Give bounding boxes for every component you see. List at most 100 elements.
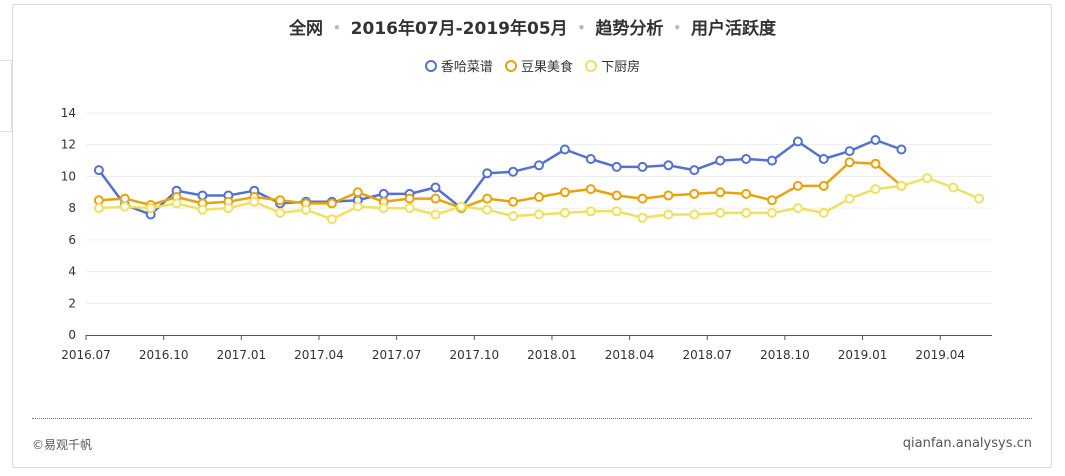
x-tick-label: 2016.07 xyxy=(61,348,111,362)
legend-item-douguomeishi[interactable]: 豆果美食 xyxy=(504,56,573,75)
data-point xyxy=(741,207,752,218)
data-point xyxy=(559,144,570,155)
y-tick-label: 10 xyxy=(61,169,76,183)
data-point xyxy=(378,203,389,214)
title-analysis-type: 趋势分析 xyxy=(595,19,664,39)
data-point xyxy=(378,188,389,199)
data-point xyxy=(896,144,907,155)
chart-legend: 香哈菜谱 豆果美食 下厨房 xyxy=(0,56,1065,75)
data-point xyxy=(119,201,130,212)
data-point xyxy=(352,187,363,198)
title-scope: 全网 xyxy=(288,19,323,39)
data-point xyxy=(508,211,519,222)
data-point xyxy=(508,166,519,177)
data-point xyxy=(715,155,726,166)
data-point xyxy=(741,154,752,164)
data-point xyxy=(637,212,648,223)
x-tick-label: 2018.01 xyxy=(527,348,577,362)
data-point xyxy=(767,207,777,218)
data-point xyxy=(585,206,596,217)
data-point xyxy=(197,190,208,201)
legend-circle-icon xyxy=(424,60,437,72)
data-point xyxy=(922,173,933,183)
data-point xyxy=(663,190,674,201)
source-url: qianfan.analysys.cn xyxy=(902,436,1032,451)
legend-circle-icon xyxy=(585,60,598,72)
data-point xyxy=(145,203,156,214)
data-point xyxy=(818,207,829,218)
legend-label: 下厨房 xyxy=(601,60,641,75)
data-point xyxy=(896,180,907,191)
data-point xyxy=(559,187,570,198)
data-point xyxy=(611,206,622,217)
data-point xyxy=(430,193,441,204)
x-tick-label: 2018.07 xyxy=(682,348,732,362)
data-point xyxy=(93,165,104,176)
data-point xyxy=(663,160,674,171)
data-point xyxy=(223,203,234,214)
data-point xyxy=(792,136,803,147)
data-point xyxy=(93,203,104,214)
y-tick-label: 12 xyxy=(61,138,76,152)
data-point xyxy=(352,201,363,212)
data-point xyxy=(689,165,700,176)
data-point xyxy=(741,188,752,199)
data-point xyxy=(818,180,829,191)
x-tick-label: 2017.10 xyxy=(449,348,499,362)
side-panel-tab[interactable] xyxy=(0,60,12,132)
data-point xyxy=(844,146,855,157)
footer-divider xyxy=(32,418,1032,419)
data-point xyxy=(767,155,777,166)
x-tick-label: 2016.10 xyxy=(139,348,189,362)
x-tick-label: 2018.10 xyxy=(760,348,810,362)
data-point xyxy=(870,158,881,169)
chart-frame xyxy=(12,4,1052,468)
y-tick-label: 8 xyxy=(68,201,76,215)
data-point xyxy=(715,207,726,218)
x-tick-label: 2017.04 xyxy=(294,348,344,362)
data-point xyxy=(844,157,855,168)
data-point xyxy=(948,182,959,193)
y-tick-label: 6 xyxy=(68,233,76,247)
data-point xyxy=(611,190,622,201)
data-point xyxy=(818,154,829,164)
data-point xyxy=(456,201,467,212)
legend-label: 豆果美食 xyxy=(520,60,573,75)
data-point xyxy=(974,193,985,204)
data-point xyxy=(404,203,415,214)
y-tick-label: 0 xyxy=(68,328,76,342)
data-point xyxy=(689,188,700,199)
series-line xyxy=(97,160,903,210)
data-point xyxy=(870,184,881,195)
x-tick-label: 2017.01 xyxy=(217,348,267,362)
data-point xyxy=(482,193,493,204)
data-point xyxy=(249,196,260,207)
data-point xyxy=(534,209,544,220)
data-point xyxy=(119,193,130,204)
title-separator: • xyxy=(332,21,341,35)
legend-item-xianghacaipu[interactable]: 香哈菜谱 xyxy=(424,56,493,75)
data-point xyxy=(275,207,286,218)
data-point xyxy=(534,192,544,202)
title-separator: • xyxy=(577,21,586,35)
data-point xyxy=(508,196,519,207)
legend-circle-icon xyxy=(504,60,517,72)
data-point xyxy=(301,204,311,215)
x-tick-label: 2019.01 xyxy=(838,348,888,362)
data-point xyxy=(585,154,596,164)
copyright-text: ©易观千帆 xyxy=(32,438,93,452)
x-tick-label: 2018.04 xyxy=(605,348,655,362)
legend-item-xiachufang[interactable]: 下厨房 xyxy=(585,56,640,75)
data-point xyxy=(792,203,803,214)
title-separator: • xyxy=(673,21,681,35)
data-point xyxy=(844,193,855,204)
data-point xyxy=(792,180,803,191)
data-point xyxy=(715,187,726,198)
data-point xyxy=(870,135,881,145)
data-point xyxy=(430,209,441,220)
legend-label: 香哈菜谱 xyxy=(440,60,493,75)
data-point xyxy=(482,204,493,215)
data-point xyxy=(689,209,700,220)
data-point xyxy=(637,193,648,204)
